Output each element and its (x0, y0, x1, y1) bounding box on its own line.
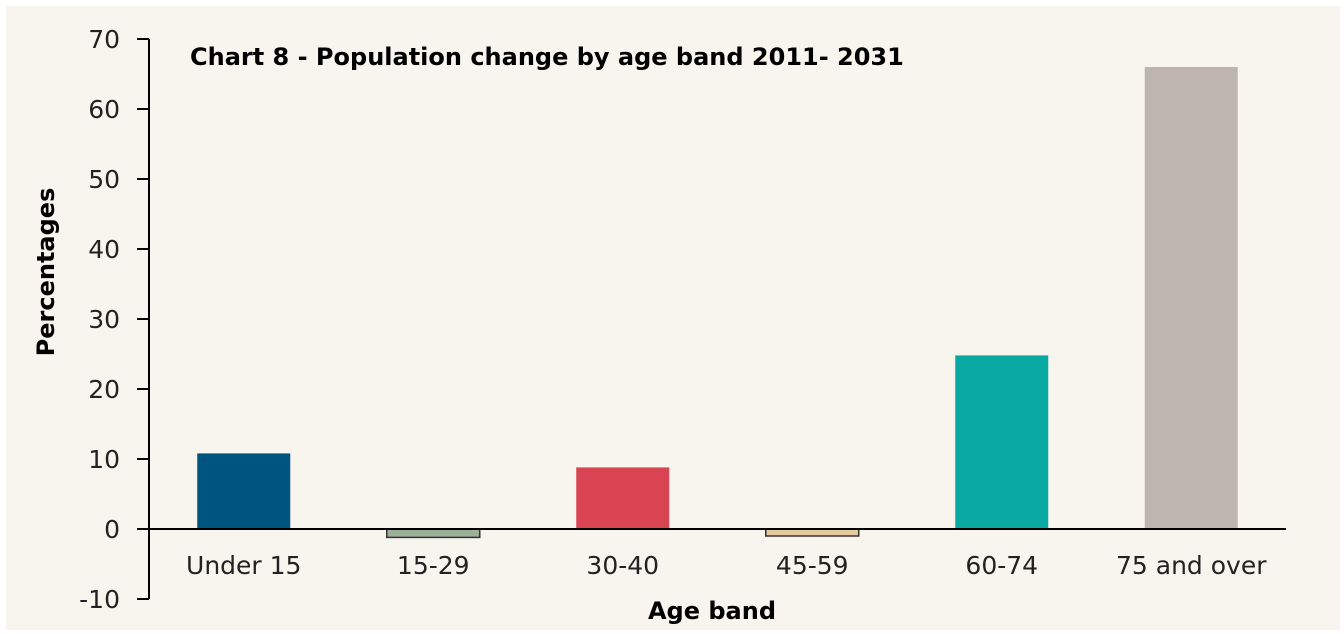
y-tick-label: 40 (88, 235, 120, 264)
y-tick-label: 70 (88, 25, 120, 54)
y-axis: -10 0 10 20 30 40 50 60 70 (79, 25, 150, 614)
y-tick-label: 20 (88, 375, 120, 404)
bar-15-29 (386, 528, 481, 539)
bar-45-59 (765, 528, 860, 537)
y-tick-label: -10 (79, 585, 120, 614)
y-axis-title: Percentages (32, 188, 60, 357)
x-category-label: 45-59 (776, 551, 849, 580)
x-axis-title: Age band (648, 597, 776, 625)
x-category-label: 60-74 (965, 551, 1038, 580)
y-tick-label: 30 (88, 305, 120, 334)
y-tick-label: 60 (88, 95, 120, 124)
y-tick-label: 0 (104, 515, 120, 544)
bar-60-74 (955, 355, 1049, 529)
chart-title: Chart 8 - Population change by age band … (190, 43, 904, 71)
bars-group (197, 67, 1238, 539)
y-tick-label: 10 (88, 445, 120, 474)
x-category-label: Under 15 (186, 551, 301, 580)
x-category-label: 15-29 (397, 551, 470, 580)
bar-75-and-over (1144, 67, 1238, 529)
bar-30-40 (576, 467, 670, 529)
y-tick-label: 50 (88, 165, 120, 194)
bar-under-15 (197, 453, 291, 529)
x-category-label: 30-40 (586, 551, 659, 580)
chart-background (6, 6, 1340, 630)
x-category-label: 75 and over (1116, 551, 1267, 580)
x-axis: Under 15 15-29 30-40 45-59 60-74 75 and over (149, 528, 1286, 580)
